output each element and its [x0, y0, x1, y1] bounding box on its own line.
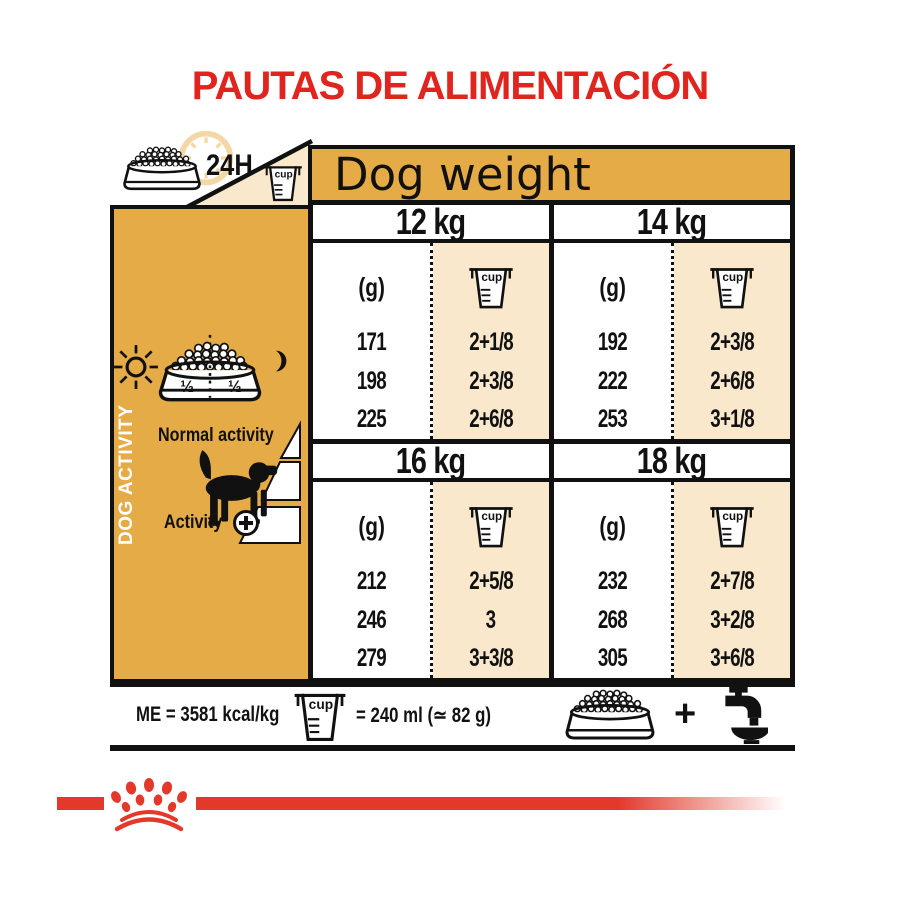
cups-value: 3+1/8	[709, 405, 754, 434]
normal-activity-label: Normal activity	[158, 425, 274, 446]
grams-value: 225	[356, 405, 387, 434]
grams-column-header: (g)	[598, 510, 626, 541]
cups-value: 3+3/8	[468, 644, 513, 673]
cups-value: 3+6/8	[709, 644, 754, 673]
activity-ramp-step-1	[279, 420, 301, 459]
grams-value: 212	[356, 566, 387, 595]
weight-header: 18 kg	[554, 443, 790, 482]
me-value: ME = 3581 kcal/kg	[136, 703, 280, 726]
weight-panel-16kg: 16 kg (g) 212 246 279 2+5/8 3 3+3/8	[313, 443, 549, 678]
weight-panel-18kg: 18 kg (g) 232 268 305 2+7/8 3+2/8 3+6/8	[554, 443, 790, 678]
activity-label: Activity	[164, 512, 223, 533]
feeding-table: 12 kg (g) 171 198 225 2+1/8 2+3/8 2+6/8 …	[308, 204, 795, 683]
weight-header: 14 kg	[554, 204, 790, 243]
plus-label: +	[674, 693, 697, 735]
grams-value: 198	[356, 366, 387, 395]
grams-value: 222	[597, 366, 628, 395]
legend-bar: ME = 3581 kcal/kg = 240 ml (≃ 82 g) +	[110, 683, 795, 751]
royal-canin-paw-logo	[102, 777, 196, 833]
brand-stripe-left	[57, 797, 104, 810]
cups-value: 2+3/8	[709, 327, 754, 356]
cup-column-header-icon	[710, 264, 754, 311]
grams-value: 268	[597, 605, 628, 634]
brand-stripe-fade	[196, 797, 798, 810]
cups-value: 3+2/8	[709, 605, 754, 634]
weight-header: 16 kg	[313, 443, 549, 482]
grams-column-header: (g)	[357, 510, 385, 541]
grams-value: 253	[597, 405, 628, 434]
dog-weight-label: Dog weight	[334, 148, 591, 201]
cups-value: 2+1/8	[468, 327, 513, 356]
split-bowl-icon	[150, 333, 270, 413]
cup-column-header-icon	[469, 503, 513, 550]
cup-legend-icon	[294, 689, 346, 744]
cups-value: 2+6/8	[709, 366, 754, 395]
measuring-cup-icon	[264, 162, 302, 204]
moon-icon	[263, 346, 289, 376]
page-title: PAUTAS DE ALIMENTACIÓN	[191, 64, 710, 108]
cups-value: 2+3/8	[468, 366, 513, 395]
weight-panel-12kg: 12 kg (g) 171 198 225 2+1/8 2+3/8 2+6/8	[313, 204, 549, 439]
cup-volume-label: = 240 ml (≃ 82 g)	[356, 704, 491, 727]
grams-column-header: (g)	[598, 271, 626, 302]
weight-header: 12 kg	[313, 204, 549, 243]
dog-weight-header: Dog weight	[308, 145, 795, 205]
cups-value: 2+7/8	[709, 566, 754, 595]
activity-ramp-graphic	[199, 420, 301, 544]
grams-value: 232	[597, 566, 628, 595]
grams-value: 305	[597, 644, 628, 673]
24h-label: 24H	[206, 149, 253, 182]
food-bowl-legend-icon	[552, 689, 668, 744]
cups-value: 2+5/8	[468, 566, 513, 595]
dog-activity-sidebar: DOG ACTIVITY Normal activity Activity	[110, 205, 308, 683]
cups-value: 3	[485, 605, 496, 634]
cup-column-header-icon	[710, 503, 754, 550]
water-tap-icon	[706, 681, 768, 745]
grams-column-header: (g)	[357, 271, 385, 302]
cup-column-header-icon	[469, 264, 513, 311]
grams-value: 192	[597, 327, 628, 356]
weight-panel-14kg: 14 kg (g) 192 222 253 2+3/8 2+6/8 3+1/8	[554, 204, 790, 439]
grams-value: 171	[356, 327, 387, 356]
grams-value: 246	[356, 605, 387, 634]
grams-value: 279	[356, 644, 387, 673]
food-bowl-icon	[117, 146, 207, 194]
activity-plus-icon	[233, 510, 259, 536]
cups-value: 2+6/8	[468, 405, 513, 434]
